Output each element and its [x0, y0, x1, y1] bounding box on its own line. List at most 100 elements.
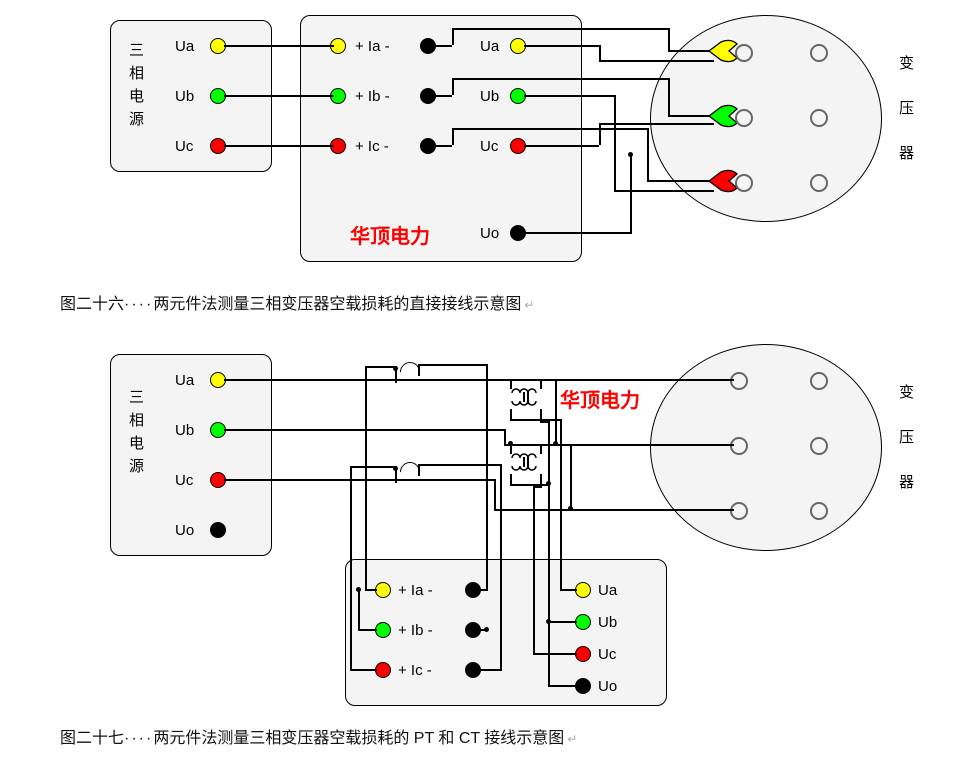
- pt-uc-1: [540, 474, 542, 486]
- wire-ib-top: [452, 78, 668, 80]
- ct-c-s2h: [418, 464, 500, 466]
- wire-ia-out: [432, 45, 452, 47]
- m2-ua-terminal: [575, 582, 591, 598]
- transformer-label: 变压器: [895, 55, 916, 190]
- wire-uo-1: [524, 232, 632, 234]
- xf2-b-in: [730, 437, 748, 455]
- meter-box-2: [345, 559, 667, 706]
- pt-bc-dot1: [508, 441, 513, 446]
- wire-ib-out: [432, 95, 452, 97]
- ib-inv: [358, 589, 360, 629]
- wire-ia-down: [668, 28, 670, 51]
- pt-ab-p2v: [555, 379, 557, 444]
- wire-ib-clip: [668, 115, 710, 117]
- watermark-2: 华顶电力: [560, 384, 640, 413]
- xf-b-ring: [810, 109, 828, 127]
- ib-in: [358, 629, 377, 631]
- wire-ia-up: [452, 28, 454, 45]
- pt-ab-p2h: [540, 379, 555, 381]
- pt-ub-dot: [546, 481, 551, 486]
- caption-27-sep: ····: [124, 730, 153, 747]
- ib-n-dot: [484, 627, 489, 632]
- wire-ua-1: [524, 45, 599, 47]
- ct-c-s1h: [350, 466, 395, 468]
- m2-uc-label: Uc: [598, 646, 616, 663]
- xf2-c-ring: [810, 502, 828, 520]
- pt-uo-1: [548, 621, 550, 685]
- wire-ub-2: [614, 95, 616, 190]
- meter-ib-label: + Ib -: [355, 88, 390, 105]
- pt-ub-2: [548, 421, 550, 621]
- meter-uo-label: Uo: [480, 225, 499, 242]
- src2-uc-label: Uc: [175, 472, 193, 489]
- line-c-1: [224, 479, 494, 481]
- transformer-label-2: 变压器: [895, 384, 916, 519]
- xf-c-ring: [810, 174, 828, 192]
- pt-uo-2: [548, 685, 577, 687]
- wire-src-b: [224, 95, 334, 97]
- src2-ub-label: Ub: [175, 422, 194, 439]
- wire-ua-3: [599, 60, 714, 62]
- m2-ub-label: Ub: [598, 614, 617, 631]
- ct-a-s2v: [486, 364, 488, 591]
- meter-uc-label: Uc: [480, 138, 498, 155]
- caption-27-end: ↵: [567, 732, 577, 746]
- ct-a-s1h: [365, 366, 395, 368]
- m2-ic-label: + Ic -: [398, 662, 432, 679]
- pt-ab-p1: [510, 379, 512, 389]
- ct-a-s2h: [418, 364, 486, 366]
- pt-bc-p2v: [570, 444, 572, 509]
- ct-c: [400, 462, 420, 482]
- xf-c-in: [735, 174, 753, 192]
- wire-ia-clip: [668, 50, 710, 52]
- line-a-1: [224, 379, 734, 381]
- wire-ib-down: [668, 78, 670, 116]
- wire-ic-down: [647, 128, 649, 181]
- caption-26: 图二十六····两元件法测量三相变压器空载损耗的直接接线示意图↵: [0, 280, 967, 324]
- wire-ic-top: [452, 128, 647, 130]
- wire-uo-2: [630, 155, 632, 232]
- m2-ib-in: [375, 622, 391, 638]
- pt-uo-dot: [546, 619, 551, 624]
- m2-ia-label: + Ia -: [398, 582, 433, 599]
- meter-ic-label: + Ic -: [355, 138, 389, 155]
- line-c-v: [494, 479, 496, 509]
- pt-ub-3: [548, 621, 577, 623]
- wire-src-c: [224, 145, 334, 147]
- m2-uo-terminal: [575, 678, 591, 694]
- transformer-box-2: [650, 344, 882, 551]
- ct-a-s1v: [365, 366, 367, 591]
- wire-ua-2: [599, 45, 601, 60]
- m2-uo-label: Uo: [598, 678, 617, 695]
- src-ub-label: Ub: [175, 88, 194, 105]
- ct-a-s1h2: [365, 589, 377, 591]
- pt-ub-s2: [510, 474, 512, 484]
- m2-ua-label: Ua: [598, 582, 617, 599]
- pt-ub-1h: [540, 421, 548, 423]
- wire-ia-top: [452, 28, 668, 30]
- pt-ub-1: [540, 409, 542, 421]
- caption-27-num: 图二十七: [60, 730, 124, 747]
- wire-ub-1: [524, 95, 614, 97]
- caption-27-body: 两元件法测量三相变压器空载损耗的 PT 和 CT 接线示意图: [153, 730, 564, 747]
- ct-a: [400, 362, 420, 382]
- wire-ic-clip: [647, 180, 710, 182]
- pt-bc-dot2: [568, 506, 573, 511]
- pt-ua-2: [510, 419, 560, 421]
- source-label: 三相电源: [125, 42, 146, 134]
- ib-in-dot: [356, 587, 361, 592]
- line-b-2: [504, 444, 734, 446]
- pt-uc-3: [533, 653, 577, 655]
- meter-ia-label: + Ia -: [355, 38, 390, 55]
- caption-26-end: ↵: [524, 298, 534, 312]
- wire-ic-out: [432, 145, 452, 147]
- pt-ua-3: [560, 419, 562, 589]
- xf2-a-ring: [810, 372, 828, 390]
- meter-ub-label: Ub: [480, 88, 499, 105]
- pt-ub-s2h: [510, 484, 548, 486]
- ct-c-s1: [395, 466, 397, 483]
- m2-ub-terminal: [575, 614, 591, 630]
- m2-ib-label: + Ib -: [398, 622, 433, 639]
- caption-26-body: 两元件法测量三相变压器空载损耗的直接接线示意图: [153, 296, 521, 313]
- caption-26-num: 图二十六: [60, 296, 124, 313]
